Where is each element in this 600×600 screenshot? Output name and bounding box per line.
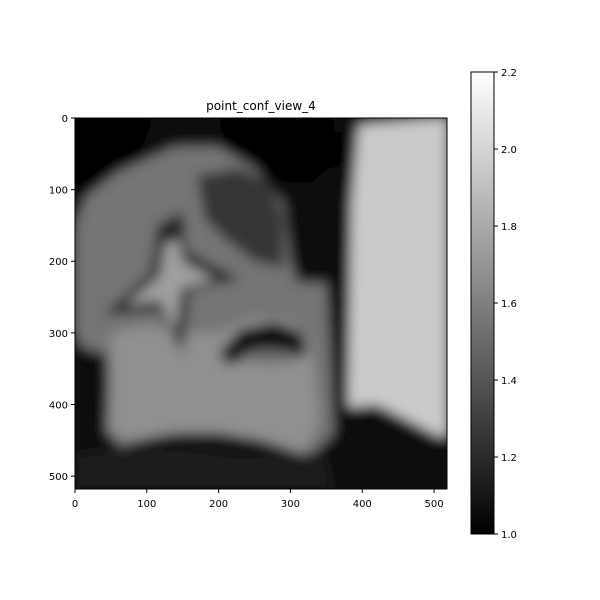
x-tick-label: 400 xyxy=(353,499,372,510)
colorbar-tick-label: 1.6 xyxy=(501,299,517,310)
y-tick-label: 300 xyxy=(49,329,68,340)
colorbar-tick-label: 1.8 xyxy=(501,222,517,233)
colorbar-tick-label: 2.2 xyxy=(501,68,517,79)
heatmap-region-13 xyxy=(218,118,338,183)
y-tick-label: 500 xyxy=(49,472,68,483)
heatmap-region-12 xyxy=(75,118,154,212)
x-axis: 0 100 200 300 400 500 xyxy=(72,489,444,510)
heatmap-region-9 xyxy=(337,132,347,412)
heatmap-region-8 xyxy=(240,348,298,363)
y-tick-label: 200 xyxy=(49,257,68,268)
heatmap-region-11 xyxy=(75,447,334,489)
y-tick-label: 400 xyxy=(49,400,68,411)
x-tick-label: 100 xyxy=(137,499,156,510)
colorbar-tick-label: 1.4 xyxy=(501,376,517,387)
y-tick-label: 100 xyxy=(49,186,68,197)
heatmap-region-1 xyxy=(347,118,447,437)
heatmap-region-5 xyxy=(125,239,216,333)
plot-frame xyxy=(74,117,448,490)
x-tick-label: 200 xyxy=(209,499,228,510)
colorbar: 1.0 1.2 1.4 1.6 1.8 2.0 2.2 xyxy=(470,68,517,541)
colorbar-gradient xyxy=(470,71,495,535)
y-axis: 0 100 200 300 400 500 xyxy=(49,114,75,483)
x-tick-label: 0 xyxy=(72,499,78,510)
heatmap-region-6 xyxy=(197,168,284,269)
colorbar-tick-label: 1.0 xyxy=(501,530,517,541)
colorbar-tick-label: 1.2 xyxy=(501,453,517,464)
colorbar-tick-label: 2.0 xyxy=(501,145,517,156)
x-tick-label: 300 xyxy=(281,499,300,510)
heatmap-image xyxy=(75,118,447,489)
y-tick-label: 0 xyxy=(62,114,68,125)
x-tick-label: 500 xyxy=(425,499,444,510)
chart-title: point_conf_view_4 xyxy=(206,99,316,113)
heatmap-region-10 xyxy=(340,404,447,489)
